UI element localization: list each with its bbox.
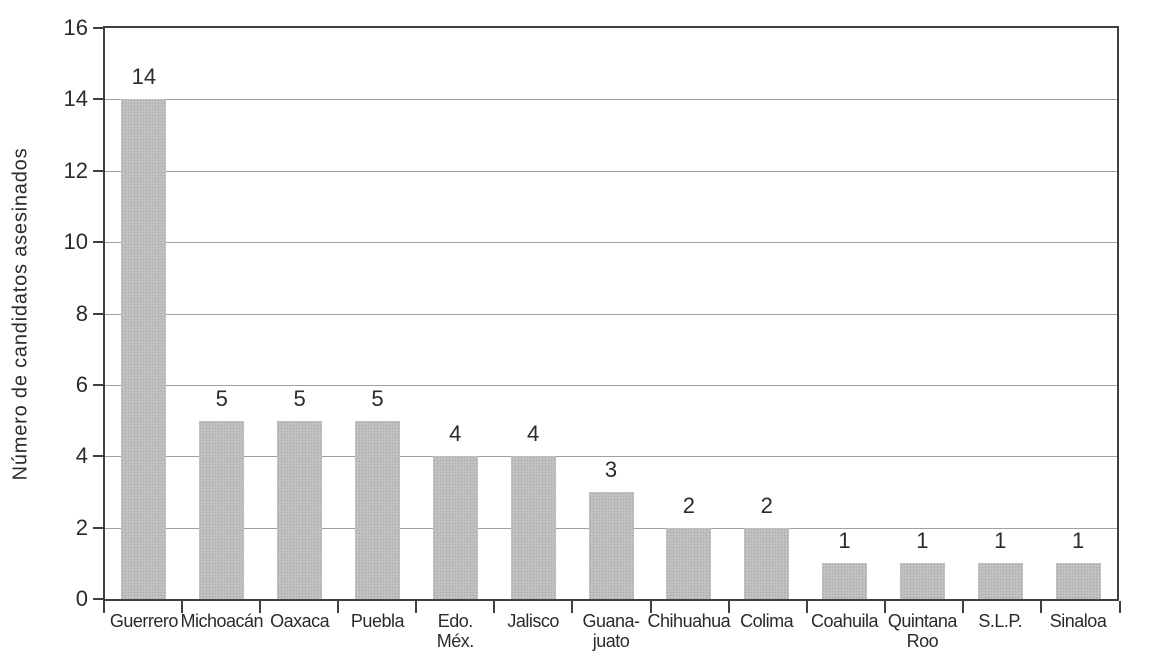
x-category-label: Guerrero [109,611,179,631]
x-tick [336,601,339,613]
x-tick [102,601,105,613]
y-tick [93,98,103,101]
bar-value-label: 5 [371,385,384,411]
x-category-label: Guana- juato [582,611,640,652]
bar-value-label: 14 [131,64,157,90]
y-tick-label: 14 [63,86,88,112]
bar-value-label: 2 [760,492,773,518]
bar-jalisco [510,456,556,599]
x-tick [180,601,183,613]
y-tick [93,526,103,529]
y-tick-label: 12 [63,157,88,183]
x-tick [884,601,887,613]
y-tick-label: 10 [63,229,88,255]
y-tick-label: 16 [63,15,88,40]
y-tick [93,455,103,458]
x-category-label: Sinaloa [1049,611,1107,631]
x-tick [962,601,965,613]
x-tick [1040,601,1043,613]
y-tick-label: 4 [75,443,88,469]
x-category-label: Jalisco [507,611,559,631]
bar-guana--juato [588,491,634,599]
gridline-y8 [105,313,1117,315]
bar-puebla [354,420,400,599]
bar-sinaloa [1055,563,1101,599]
x-category-label: Puebla [350,611,405,631]
x-category-label: Michoacán [180,611,264,631]
x-category-label: Quintana Roo [887,611,958,652]
bar-value-label: 4 [449,421,462,447]
y-tick-label: 2 [75,514,88,540]
x-tick [649,601,652,613]
x-tick [805,601,808,613]
bar-value-label: 4 [527,421,540,447]
gridline-y12 [105,170,1117,172]
bar-quintana-roo [899,563,945,599]
bar-chihuahua [666,527,712,599]
y-tick [93,312,103,315]
gridline-y10 [105,242,1117,244]
x-category-label: Oaxaca [270,611,330,631]
x-tick [1118,601,1121,613]
x-tick [415,601,418,613]
y-tick [93,383,103,386]
x-category-label: Colima [740,611,794,631]
bar-guerrero [121,99,167,599]
x-category-label: S.L.P. [978,611,1023,631]
x-category-label: Chihuahua [647,611,731,631]
y-tick-label: 8 [75,300,88,326]
gridline-y14 [105,99,1117,101]
x-tick [727,601,730,613]
y-axis-title: Número de candidatos asesinados [9,147,32,481]
bar-value-label: 5 [293,385,306,411]
gridline-y6 [105,384,1117,386]
x-category-label: Edo. Méx. [436,611,475,652]
y-tick [93,169,103,172]
x-tick [571,601,574,613]
bar-coahuila [822,563,868,599]
y-tick-label: 0 [75,586,88,611]
bar-value-label: 1 [1071,528,1085,554]
bar-value-label: 1 [838,528,851,554]
bar-value-label: 1 [994,528,1007,554]
bar-colima [744,527,790,599]
bar-value-label: 5 [215,385,228,411]
y-tick-label: 6 [75,371,88,397]
x-tick [258,601,261,613]
y-tick [93,241,103,244]
bar-s.l.p. [977,563,1023,599]
plot-area: 14 5 5 5 4 4 3 2 2 1 1 1 1 [103,26,1119,601]
bar-value-label: 1 [916,528,929,554]
x-tick [493,601,496,613]
y-tick [93,598,103,600]
y-tick [93,27,103,29]
bar-edo.-méx. [432,456,478,599]
bar-value-label: 3 [604,456,618,482]
bar-value-label: 2 [682,492,695,518]
bar-michoacán [199,420,245,599]
bar-oaxaca [277,420,323,599]
x-category-label: Coahuila [811,611,879,631]
gridline-y4 [105,456,1117,458]
